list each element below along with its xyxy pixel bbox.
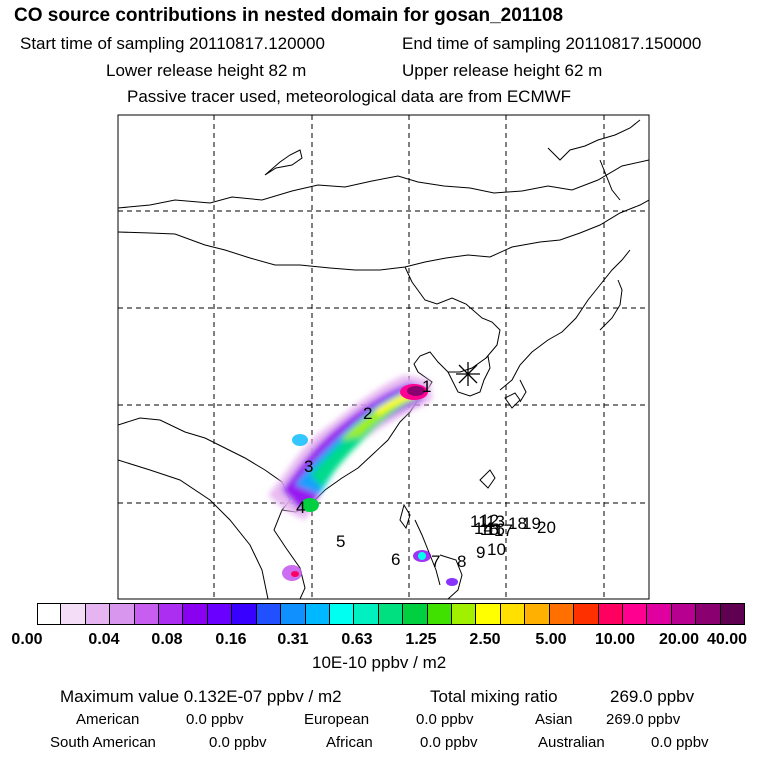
total-mixing-ratio-label: Total mixing ratio xyxy=(430,687,558,706)
colorbar-swatch xyxy=(37,603,62,625)
region-value: 0.0 ppbv xyxy=(209,734,267,751)
region-value: 0.0 ppbv xyxy=(651,734,709,751)
colorbar-tick-label: 0.16 xyxy=(215,631,247,648)
colorbar-swatch xyxy=(500,603,526,625)
source-label: 11 xyxy=(470,512,488,531)
source-label: 17 xyxy=(494,521,513,540)
lower-release-height: Lower release height 82 m xyxy=(106,61,307,80)
colorbar-swatch xyxy=(85,603,111,625)
region-name: Australian xyxy=(538,734,605,751)
source-label: 8 xyxy=(457,552,466,571)
colorbar-tick-label: 40.00 xyxy=(706,631,748,648)
colorbar-swatch xyxy=(281,603,306,625)
upper-release-height: Upper release height 62 m xyxy=(402,61,603,80)
source-label: 4 xyxy=(296,498,305,517)
colorbar-swatch xyxy=(329,603,355,625)
coastlines xyxy=(118,119,649,599)
colorbar-swatch xyxy=(403,603,428,625)
colorbar-swatch xyxy=(574,603,599,625)
colorbar-tick-label: 5.00 xyxy=(535,631,567,648)
region-value: 269.0 ppbv xyxy=(606,711,681,728)
end-time-label: End time of sampling 20110817.150000 xyxy=(402,34,702,53)
colorbar-tick-label: 0.04 xyxy=(88,631,120,648)
source-label: 16 xyxy=(486,520,505,539)
maximum-value-label: Maximum value 0.132E-07 ppbv / m2 xyxy=(60,687,342,706)
source-label: 3 xyxy=(304,457,313,476)
colorbar-swatch xyxy=(696,603,721,625)
colorbar-tick-label: 0.08 xyxy=(151,631,183,648)
colorbar-tick-label: 1.25 xyxy=(405,631,437,648)
colorbar-swatch xyxy=(549,603,575,625)
map-panel: 1 2 3 4 5 6 7 8 9 10 11 12 13 14 15 16 1… xyxy=(117,114,650,600)
source-label: 19 xyxy=(522,514,541,533)
colorbar-tick-label: 10.00 xyxy=(594,631,636,648)
region-name: Asian xyxy=(535,711,573,728)
colorbar-swatch xyxy=(452,603,477,625)
colorbar-tick-label: 0.63 xyxy=(341,631,373,648)
colorbar-swatch xyxy=(61,603,86,625)
source-label: 13 xyxy=(486,512,505,531)
colorbar-swatch xyxy=(622,603,648,625)
source-label: 12 xyxy=(480,511,499,530)
source-label: 7 xyxy=(431,552,440,571)
colorbar-swatch xyxy=(232,603,257,625)
source-label: 14 xyxy=(474,519,493,538)
region-value: 0.0 ppbv xyxy=(420,734,478,751)
total-mixing-ratio-value: 269.0 ppbv xyxy=(610,687,695,706)
colorbar-swatch xyxy=(476,603,501,625)
plot-title: CO source contributions in nested domain… xyxy=(14,5,564,26)
source-label: 5 xyxy=(336,532,345,551)
colorbar-unit-label: 10E-10 ppbv / m2 xyxy=(312,653,447,672)
region-name: American xyxy=(76,711,140,728)
region-name: European xyxy=(304,711,370,728)
source-label: 2 xyxy=(363,404,372,423)
concentration-plume xyxy=(268,375,458,586)
source-label: 9 xyxy=(476,543,485,562)
colorbar-frame xyxy=(37,603,745,625)
colorbar-swatch xyxy=(427,603,453,625)
colorbar-tick-label: 0.00 xyxy=(11,631,43,648)
source-label: 18 xyxy=(508,514,527,533)
colorbar-swatch xyxy=(159,603,184,625)
region-name: African xyxy=(326,734,373,751)
colorbar-tick-label: 0.31 xyxy=(277,631,309,648)
tracer-note: Passive tracer used, meteorological data… xyxy=(127,87,572,106)
colorbar-swatch xyxy=(354,603,379,625)
colorbar-tick-label: 2.50 xyxy=(469,631,501,648)
colorbar-swatch xyxy=(598,603,623,625)
colorbar-swatch xyxy=(671,603,697,625)
region-value: 0.0 ppbv xyxy=(186,711,244,728)
source-label: 1 xyxy=(422,377,431,396)
region-value: 0.0 ppbv xyxy=(416,711,474,728)
source-labels: 1 2 3 4 5 6 7 8 9 10 11 12 13 14 15 16 1… xyxy=(296,377,556,571)
colorbar-swatch xyxy=(305,603,330,625)
colorbar-swatch xyxy=(647,603,672,625)
colorbar-swatch xyxy=(207,603,233,625)
colorbar-swatch xyxy=(183,603,208,625)
colorbar-swatch xyxy=(134,603,160,625)
colorbar-swatch xyxy=(110,603,135,625)
source-label: 15 xyxy=(480,520,499,539)
source-label: 6 xyxy=(391,550,400,569)
region-name: South American xyxy=(50,734,156,751)
colorbar-swatch xyxy=(378,603,404,625)
colorbar-swatch xyxy=(256,603,282,625)
colorbar-tick-label: 20.00 xyxy=(658,631,700,648)
source-label: 20 xyxy=(537,518,556,537)
colorbar-swatch xyxy=(525,603,550,625)
asterisk-icon xyxy=(456,362,480,386)
start-time-label: Start time of sampling 20110817.120000 xyxy=(20,34,325,53)
source-label: 10 xyxy=(487,540,506,559)
